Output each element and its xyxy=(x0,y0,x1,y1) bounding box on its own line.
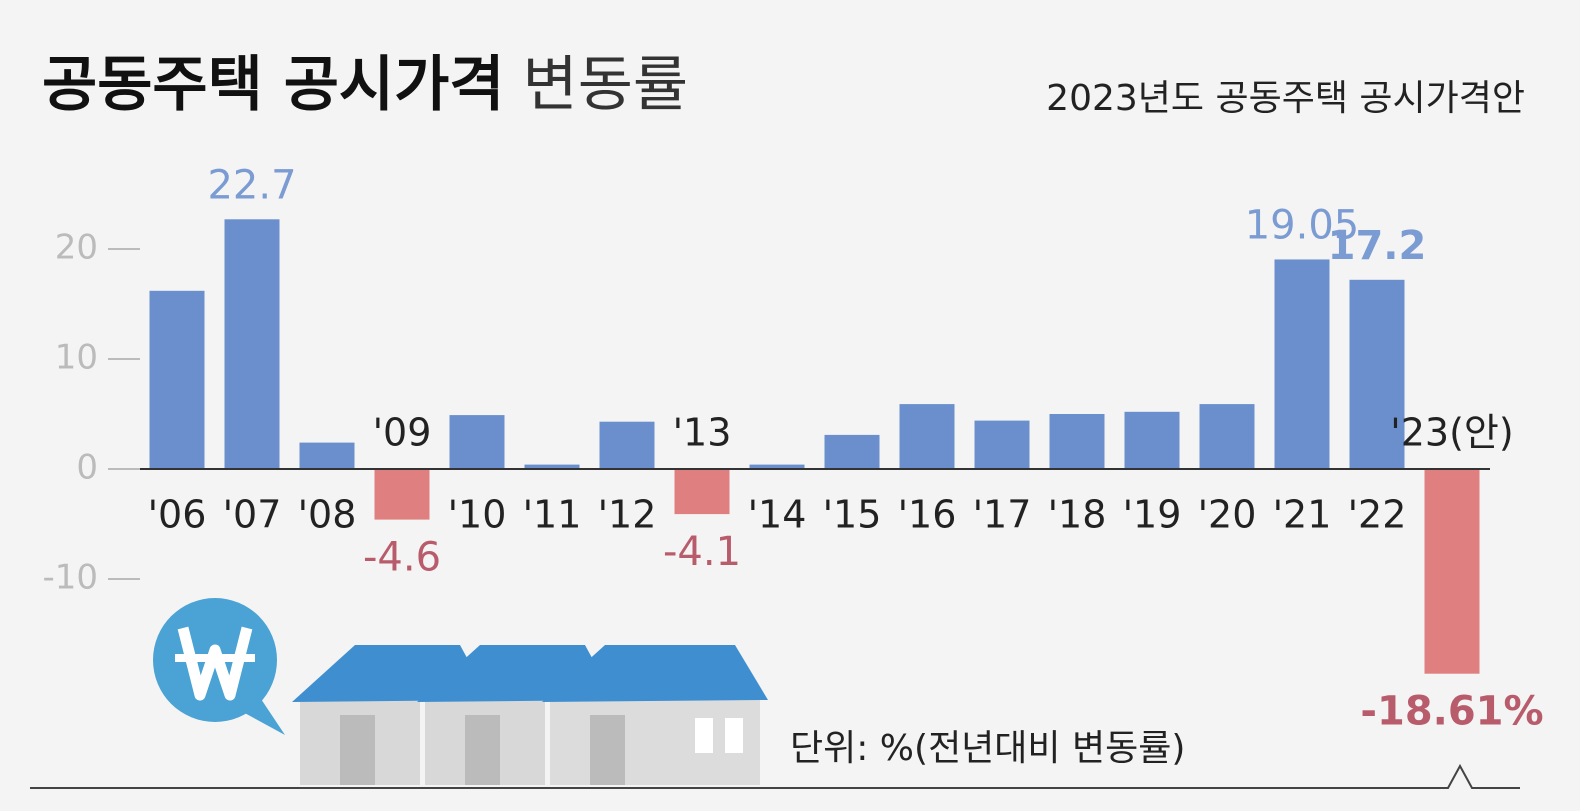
houses-illustration xyxy=(292,645,768,785)
bar xyxy=(1124,411,1180,469)
x-tick-label: '21 xyxy=(1273,493,1332,537)
bar xyxy=(824,434,880,469)
x-tick-label: '10 xyxy=(448,493,507,537)
value-label: 17.2 xyxy=(1328,223,1427,269)
title-main: 공동주택 공시가격 xyxy=(42,50,505,120)
x-tick-label: '18 xyxy=(1048,493,1107,537)
bar xyxy=(1274,259,1330,469)
x-tick-label: '20 xyxy=(1198,493,1257,537)
value-label: -18.61% xyxy=(1360,689,1543,735)
bar xyxy=(1049,414,1105,469)
bar xyxy=(149,290,205,469)
bar xyxy=(899,404,955,469)
x-tick-label: '14 xyxy=(748,493,807,537)
bar xyxy=(1349,279,1405,469)
x-tick-label: '17 xyxy=(973,493,1032,537)
bar xyxy=(524,464,580,469)
bar xyxy=(449,415,505,469)
y-tick-label: 0 xyxy=(76,448,98,488)
bar xyxy=(749,464,805,469)
x-tick-label: '06 xyxy=(148,493,207,537)
x-tick-label: '07 xyxy=(223,493,282,537)
x-tick-label: '08 xyxy=(298,493,357,537)
value-label: -4.1 xyxy=(663,529,741,575)
x-tick-label: '19 xyxy=(1123,493,1182,537)
y-tick-label: 20 xyxy=(55,228,98,268)
bar xyxy=(1424,469,1480,674)
won-icon xyxy=(153,598,285,735)
x-tick-label: '09 xyxy=(373,411,432,455)
x-tick-label: '12 xyxy=(598,493,657,537)
bar xyxy=(974,420,1030,469)
y-tick-label: -10 xyxy=(42,558,98,598)
bar xyxy=(674,469,730,515)
value-label: 19.05 xyxy=(1245,202,1360,248)
bar xyxy=(599,421,655,469)
x-tick-label: '22 xyxy=(1348,493,1407,537)
y-tick-label: 10 xyxy=(55,338,98,378)
x-tick-label: '15 xyxy=(823,493,882,537)
title-suffix: 변동률 xyxy=(523,50,689,120)
bar xyxy=(299,442,355,469)
bar xyxy=(224,219,280,469)
unit-note: 단위: %(전년대비 변동률) xyxy=(790,728,1185,769)
bar xyxy=(374,469,430,520)
bar xyxy=(1199,404,1255,469)
value-label: 22.7 xyxy=(207,162,296,208)
bottom-rule xyxy=(30,763,1520,789)
value-label: -4.6 xyxy=(363,535,441,581)
x-tick-label: '16 xyxy=(898,493,957,537)
chart-title: 공동주택 공시가격 변동률 xyxy=(42,50,688,120)
x-tick-label: '13 xyxy=(673,411,732,455)
subtitle: 2023년도 공동주택 공시가격안 xyxy=(1046,78,1525,119)
x-tick-label: '11 xyxy=(523,493,582,537)
x-tick-label: '23(안) xyxy=(1390,411,1513,455)
